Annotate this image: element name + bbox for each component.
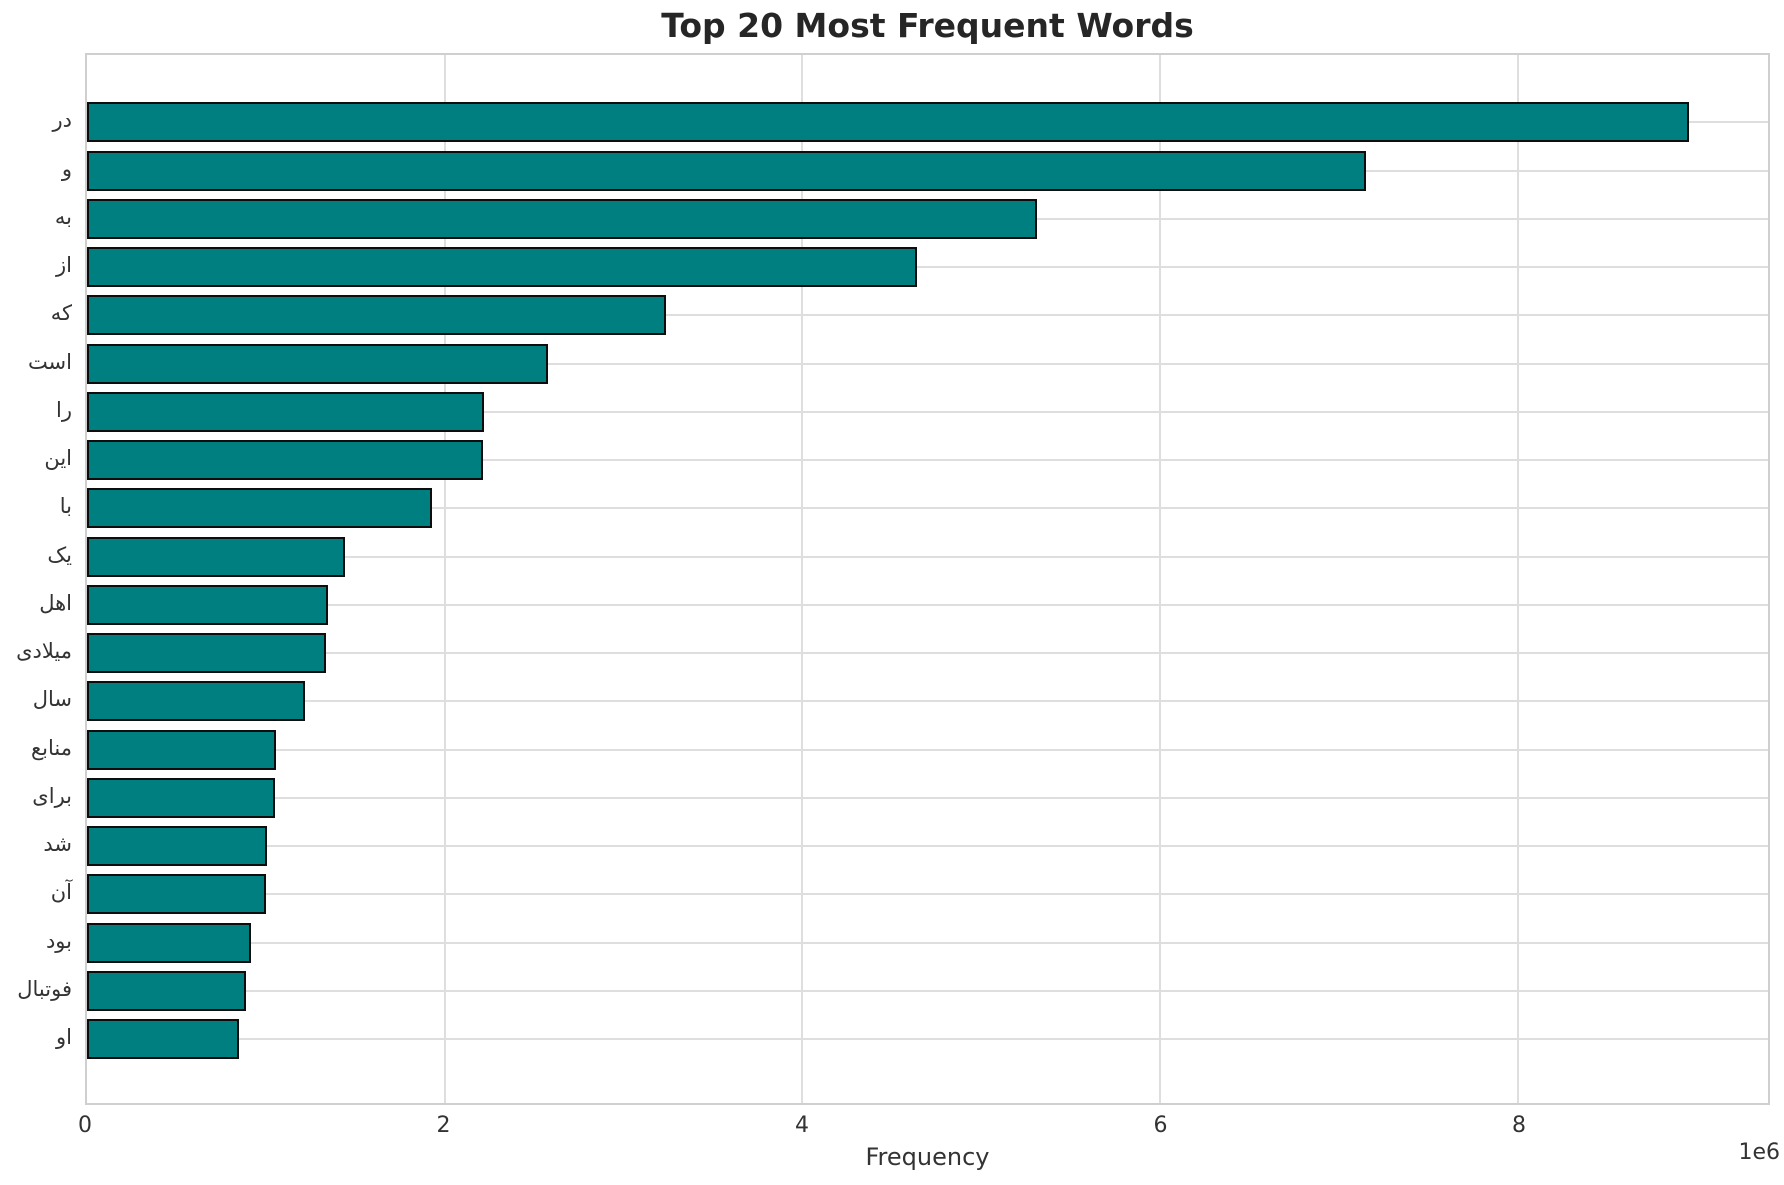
bar: [87, 536, 345, 577]
y-tick-label: سال: [32, 687, 72, 712]
bar: [87, 295, 667, 336]
gridline-horizontal: [87, 989, 1768, 992]
y-tick-label: و: [61, 156, 72, 181]
x-axis-label: Frequency: [865, 1143, 990, 1171]
y-tick-label: است: [27, 349, 72, 374]
gridline-horizontal: [87, 266, 1768, 269]
bar: [87, 488, 433, 529]
y-tick-label: منابع: [30, 735, 72, 760]
gridline-horizontal: [87, 893, 1768, 896]
x-tick-label: 8: [1512, 1113, 1527, 1138]
y-tick-label: این: [44, 446, 72, 471]
bar: [87, 150, 1366, 191]
y-tick-label: را: [56, 397, 72, 422]
gridline-horizontal: [87, 652, 1768, 655]
y-tick-label: آن: [50, 880, 72, 905]
bar: [87, 584, 329, 625]
bar: [87, 391, 484, 432]
gridline-horizontal: [87, 941, 1768, 944]
bar: [87, 440, 484, 481]
bar: [87, 826, 267, 867]
gridline-vertical: [1516, 55, 1519, 1103]
x-tick-label: 0: [78, 1113, 92, 1138]
x-tick-label: 6: [1153, 1113, 1168, 1138]
y-tick-label: او: [56, 1025, 72, 1050]
bar: [87, 102, 1690, 143]
axis-offset-label: 1e6: [1738, 1140, 1780, 1165]
y-axis-tick-labels: در و به از که است را این با یک اهل میلادی سال منابع بر…: [0, 53, 72, 1105]
gridline-horizontal: [87, 603, 1768, 606]
x-tick-label: 2: [436, 1113, 451, 1138]
y-tick-label: در: [52, 108, 73, 133]
gridline-horizontal: [87, 459, 1768, 462]
bar: [87, 970, 247, 1011]
y-tick-label: برای: [32, 783, 72, 808]
bar: [87, 343, 549, 384]
gridline-horizontal: [87, 362, 1768, 365]
gridline-horizontal: [87, 748, 1768, 751]
bar: [87, 1019, 239, 1060]
gridline-horizontal: [87, 796, 1768, 799]
gridline-horizontal: [87, 555, 1768, 558]
y-tick-label: بود: [45, 928, 72, 953]
gridline-horizontal: [87, 1038, 1768, 1041]
bar: [87, 247, 917, 288]
y-tick-label: یک: [47, 542, 72, 567]
gridline-horizontal: [87, 410, 1768, 413]
y-tick-label: شد: [43, 832, 72, 857]
bar: [87, 777, 275, 818]
bar: [87, 874, 266, 915]
plot-area: [85, 53, 1770, 1105]
bar: [87, 681, 306, 722]
y-tick-label: با: [59, 494, 72, 519]
gridline-horizontal: [87, 700, 1768, 703]
y-tick-label: از: [56, 253, 72, 278]
chart-title: Top 20 Most Frequent Words: [661, 6, 1194, 45]
gridline-horizontal: [87, 845, 1768, 848]
bar: [87, 633, 326, 674]
bar: [87, 729, 276, 770]
bar: [87, 922, 251, 963]
gridline-vertical: [443, 55, 446, 1103]
gridline-horizontal: [87, 314, 1768, 317]
bar: [87, 198, 1037, 239]
y-tick-label: که: [50, 301, 72, 326]
gridline-vertical: [801, 55, 804, 1103]
y-tick-label: میلادی: [16, 639, 72, 664]
y-tick-label: اهل: [39, 590, 72, 615]
y-tick-label: به: [54, 204, 72, 229]
gridline-horizontal: [87, 507, 1768, 510]
gridline-vertical: [1158, 55, 1161, 1103]
y-tick-label: فوتبال: [17, 976, 72, 1001]
x-tick-label: 4: [795, 1113, 810, 1138]
